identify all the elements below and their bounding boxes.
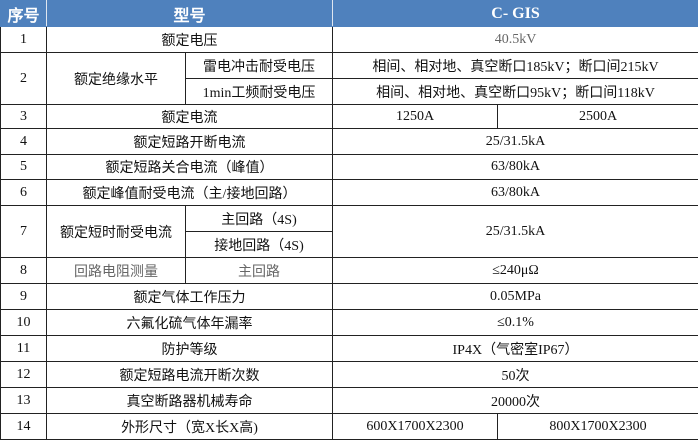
row-number: 6 bbox=[0, 179, 47, 206]
param-name: 额定绝缘水平 bbox=[46, 52, 186, 105]
table-row: 3 额定电流 1250A 2500A bbox=[0, 104, 698, 129]
param-value: 20000次 bbox=[332, 387, 698, 414]
row-number: 5 bbox=[0, 154, 47, 180]
param-value: 40.5kV bbox=[332, 26, 698, 53]
table-row: 4 额定短路开断电流 25/31.5kA bbox=[0, 128, 698, 155]
row-number: 4 bbox=[0, 128, 47, 155]
param-value: 0.05MPa bbox=[332, 283, 698, 310]
row-number: 9 bbox=[0, 283, 47, 310]
row-number: 13 bbox=[0, 387, 47, 414]
param-value: 63/80kA bbox=[332, 154, 698, 180]
param-name: 额定短路关合电流（峰值） bbox=[45, 154, 334, 180]
row-number: 14 bbox=[0, 413, 47, 440]
param-value: 相间、相对地、真空断口185kV；断口间215kV bbox=[332, 52, 698, 79]
param-value: IP4X（气密室IP67） bbox=[332, 335, 698, 362]
sub-param-name: 主回路 bbox=[184, 257, 334, 284]
header-product: C- GIS bbox=[332, 0, 698, 27]
sub-param-name: 接地回路（4S) bbox=[184, 231, 334, 258]
header-index: 序号 bbox=[0, 0, 47, 27]
param-name: 六氟化硫气体年漏率 bbox=[45, 309, 334, 336]
row-number: 1 bbox=[0, 26, 47, 53]
param-value: 相间、相对地、真空断口95kV；断口间118kV bbox=[332, 78, 698, 105]
row-number: 12 bbox=[0, 361, 47, 388]
sub-param-name: 主回路（4S) bbox=[184, 205, 334, 232]
param-name: 回路电阻测量 bbox=[46, 257, 186, 284]
table-row: 10 六氟化硫气体年漏率 ≤0.1% bbox=[0, 309, 698, 336]
row-number: 7 bbox=[0, 205, 47, 258]
param-value: 63/80kA bbox=[332, 179, 698, 206]
param-value: 800X1700X2300 bbox=[497, 413, 698, 440]
table-row: 6 额定峰值耐受电流（主/接地回路） 63/80kA bbox=[0, 179, 698, 206]
row-number: 2 bbox=[0, 52, 47, 105]
table-row: 12 额定短路电流开断次数 50次 bbox=[0, 361, 698, 388]
table-row: 13 真空断路器机械寿命 20000次 bbox=[0, 387, 698, 414]
param-name: 额定电压 bbox=[45, 26, 334, 53]
row-number: 3 bbox=[0, 104, 47, 129]
param-value: 1250A bbox=[332, 104, 499, 129]
table-row: 5 额定短路关合电流（峰值） 63/80kA bbox=[0, 154, 698, 180]
param-name: 额定气体工作压力 bbox=[45, 283, 334, 310]
param-name: 额定峰值耐受电流（主/接地回路） bbox=[45, 179, 334, 206]
table-row: 11 防护等级 IP4X（气密室IP67） bbox=[0, 335, 698, 362]
param-name: 额定短路开断电流 bbox=[45, 128, 334, 155]
row-number: 10 bbox=[0, 309, 47, 336]
sub-param-name: 1min工频耐受电压 bbox=[184, 78, 334, 105]
param-value: 50次 bbox=[332, 361, 698, 388]
param-name: 额定短时耐受电流 bbox=[46, 205, 186, 258]
param-value: ≤0.1% bbox=[332, 309, 698, 336]
param-value: 600X1700X2300 bbox=[332, 413, 499, 440]
param-name: 外形尺寸（宽X长X高) bbox=[45, 413, 334, 440]
row-number: 11 bbox=[0, 335, 47, 362]
header-model: 型号 bbox=[45, 0, 334, 27]
param-value: 25/31.5kA bbox=[332, 128, 698, 155]
table-row: 9 额定气体工作压力 0.05MPa bbox=[0, 283, 698, 310]
param-value: 25/31.5kA bbox=[332, 205, 698, 258]
param-value: 2500A bbox=[497, 104, 698, 129]
table-row: 7 额定短时耐受电流 主回路（4S) 25/31.5kA bbox=[0, 205, 698, 258]
table-row: 1min工频耐受电压 相间、相对地、真空断口95kV；断口间118kV bbox=[1, 78, 698, 105]
table-row: 8 回路电阻测量 主回路 ≤240μΩ bbox=[0, 257, 698, 284]
table-row: 2 额定绝缘水平 雷电冲击耐受电压 相间、相对地、真空断口185kV；断口间21… bbox=[0, 52, 698, 105]
row-number: 8 bbox=[0, 257, 47, 284]
header-row: 序号 型号 C- GIS bbox=[0, 0, 698, 27]
param-name: 防护等级 bbox=[45, 335, 334, 362]
table-row: 14 外形尺寸（宽X长X高) 600X1700X2300 800X1700X23… bbox=[0, 413, 698, 440]
sub-param-name: 雷电冲击耐受电压 bbox=[184, 52, 334, 79]
param-value: ≤240μΩ bbox=[332, 257, 698, 284]
table-row: 1 额定电压 40.5kV bbox=[0, 26, 698, 53]
param-name: 真空断路器机械寿命 bbox=[45, 387, 334, 414]
param-name: 额定电流 bbox=[45, 104, 334, 129]
param-name: 额定短路电流开断次数 bbox=[45, 361, 334, 388]
